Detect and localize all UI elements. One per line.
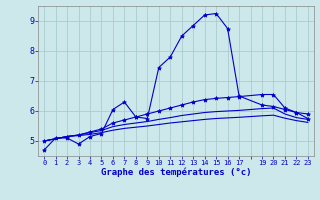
- X-axis label: Graphe des températures (°c): Graphe des températures (°c): [101, 168, 251, 177]
